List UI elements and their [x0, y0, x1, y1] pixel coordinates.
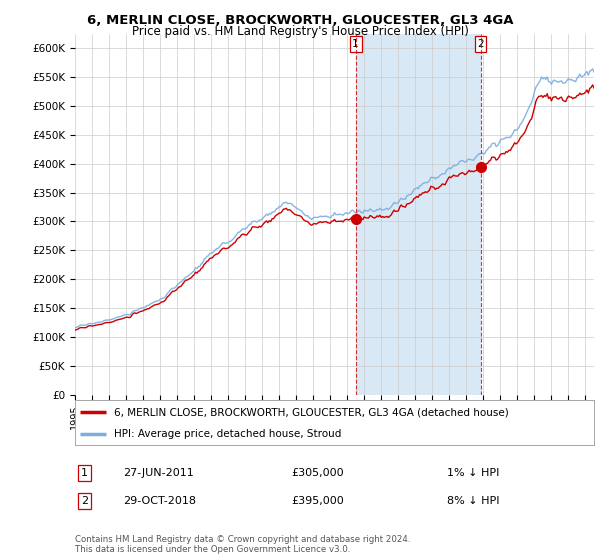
Text: 8% ↓ HPI: 8% ↓ HPI	[447, 496, 499, 506]
Text: 6, MERLIN CLOSE, BROCKWORTH, GLOUCESTER, GL3 4GA (detached house): 6, MERLIN CLOSE, BROCKWORTH, GLOUCESTER,…	[114, 408, 509, 418]
Text: £395,000: £395,000	[291, 496, 344, 506]
Text: 27-JUN-2011: 27-JUN-2011	[123, 468, 194, 478]
Text: Price paid vs. HM Land Registry's House Price Index (HPI): Price paid vs. HM Land Registry's House …	[131, 25, 469, 38]
Text: 2: 2	[477, 39, 484, 49]
Text: £305,000: £305,000	[291, 468, 344, 478]
Bar	[356, 34, 481, 395]
Text: 6, MERLIN CLOSE, BROCKWORTH, GLOUCESTER, GL3 4GA: 6, MERLIN CLOSE, BROCKWORTH, GLOUCESTER,…	[87, 14, 513, 27]
Text: 1: 1	[352, 39, 359, 49]
Text: HPI: Average price, detached house, Stroud: HPI: Average price, detached house, Stro…	[114, 429, 341, 439]
Text: 29-OCT-2018: 29-OCT-2018	[123, 496, 196, 506]
Text: 2: 2	[81, 496, 88, 506]
Text: 1% ↓ HPI: 1% ↓ HPI	[447, 468, 499, 478]
Text: 1: 1	[81, 468, 88, 478]
Text: Contains HM Land Registry data © Crown copyright and database right 2024.
This d: Contains HM Land Registry data © Crown c…	[75, 535, 410, 554]
